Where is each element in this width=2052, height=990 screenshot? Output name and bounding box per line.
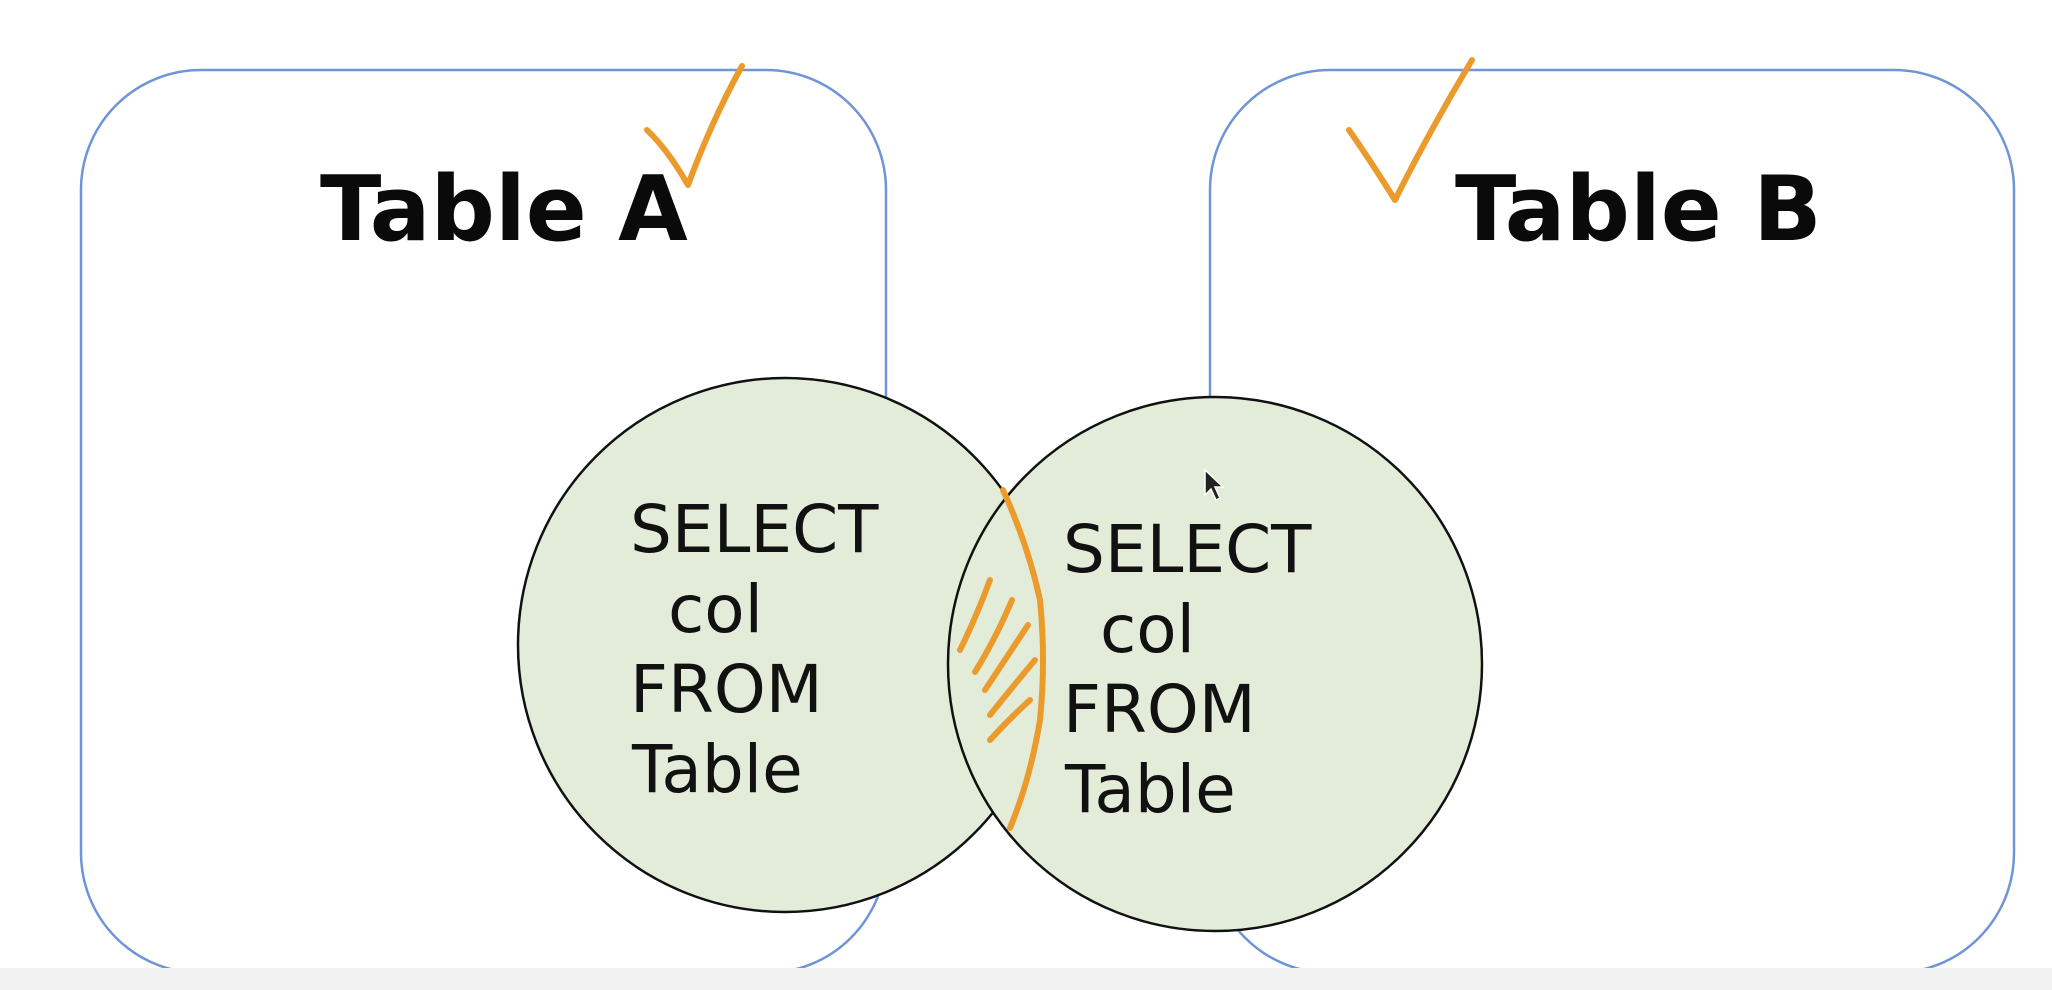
query-b-circle	[946, 395, 1484, 933]
intersection-hatching	[957, 577, 1038, 743]
check-mark-icon	[644, 63, 745, 188]
query-a-select: SELECT	[630, 491, 879, 568]
query-a-table: Table	[631, 731, 803, 808]
mouse-cursor-icon	[1204, 468, 1225, 502]
table-b-title: Table B	[1455, 157, 1822, 262]
query-b-select: SELECT	[1063, 511, 1312, 588]
query-b-col: col	[1100, 591, 1195, 668]
query-b-table: Table	[1064, 751, 1236, 828]
table-a-title: Table A	[320, 157, 688, 262]
bottom-bar	[0, 968, 2052, 990]
query-b-from: FROM	[1063, 671, 1256, 748]
check-mark-icon	[1346, 57, 1475, 203]
query-a-from: FROM	[630, 651, 823, 728]
query-a-col: col	[668, 571, 763, 648]
intersection-boundary-stroke	[1000, 487, 1046, 831]
